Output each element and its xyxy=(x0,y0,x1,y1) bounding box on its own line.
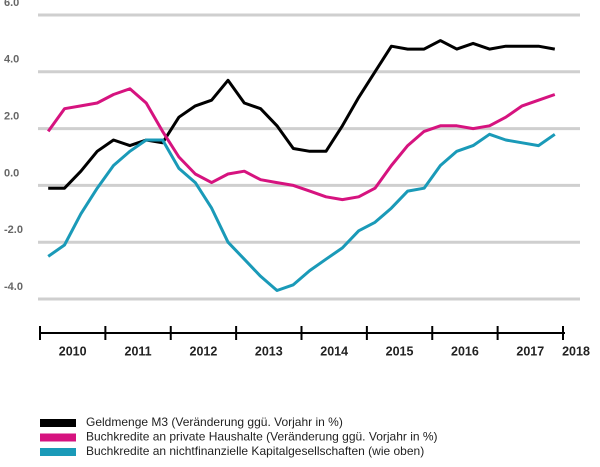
y-tick-label: -4.0 xyxy=(4,281,23,293)
x-tick-label: 2017 xyxy=(516,344,544,358)
x-tick-label: 2016 xyxy=(451,344,479,358)
y-tick-label: 6.0 xyxy=(4,0,19,9)
legend-swatch xyxy=(40,433,76,442)
x-tick-label: 2014 xyxy=(320,344,348,358)
series-line xyxy=(48,39,556,190)
y-tick-label: 4.0 xyxy=(4,54,19,66)
y-tick-label: 2.0 xyxy=(4,111,19,123)
x-tick-label: 2010 xyxy=(59,344,87,358)
legend-label: Buchkredite an nichtfinanzielle Kapitalg… xyxy=(86,444,424,458)
legend-swatch xyxy=(40,448,76,456)
y-tick-label: 0.0 xyxy=(4,167,19,179)
x-tick-label: 2018 xyxy=(562,344,590,358)
series-line xyxy=(46,87,556,202)
x-tick-label: 2013 xyxy=(255,344,283,358)
legend-label: Geldmenge M3 (Veränderung ggü. Vorjahr i… xyxy=(86,415,343,429)
x-tick-label: 2015 xyxy=(386,344,414,358)
x-tick-label: 2012 xyxy=(190,344,218,358)
x-tick-label: 2011 xyxy=(125,344,152,358)
legend-label: Buchkredite an private Haushalte (Veränd… xyxy=(86,430,438,444)
y-tick-label: -2.0 xyxy=(4,224,23,236)
series-line xyxy=(47,132,556,292)
legend-swatch xyxy=(40,419,76,427)
